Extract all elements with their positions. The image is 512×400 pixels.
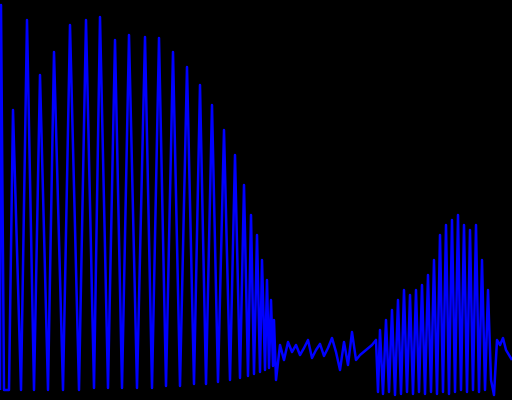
waveform-line	[0, 3, 512, 397]
